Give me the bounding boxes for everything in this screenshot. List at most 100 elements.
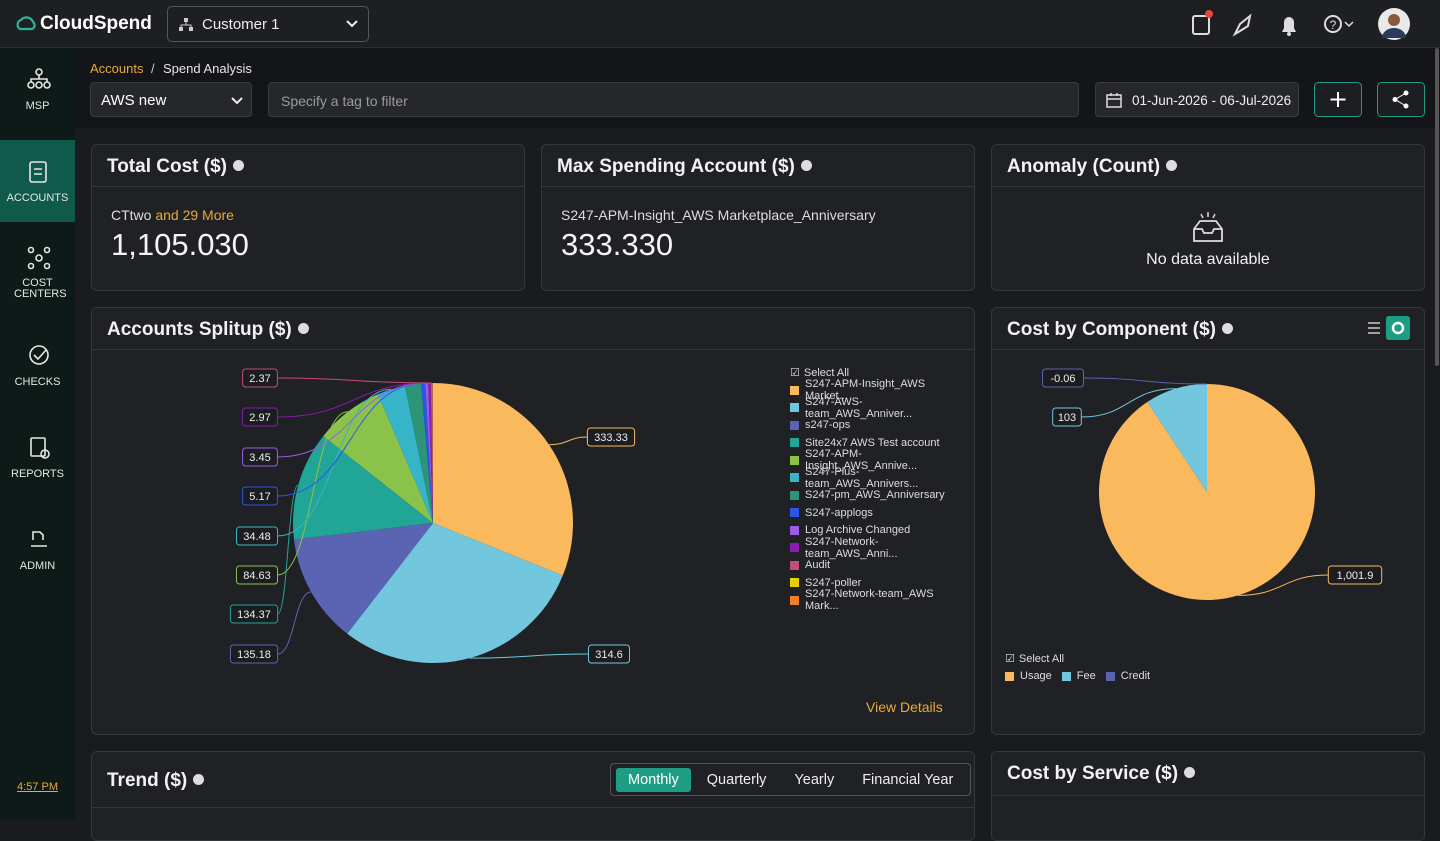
legend-swatch	[790, 438, 799, 447]
breadcrumb-current: Spend Analysis	[163, 61, 252, 76]
svg-text:?: ?	[1330, 18, 1337, 32]
legend-swatch	[790, 578, 799, 587]
total-cost-card: Total Cost ($) CTtwo and 29 More 1,105.0…	[91, 144, 525, 291]
customer-select[interactable]: Customer 1	[167, 6, 369, 42]
legend-text: s247-ops	[805, 419, 850, 431]
accounts-splitup-card: Accounts Splitup ($) ☑Select All S247-AP…	[91, 307, 975, 735]
legend-swatch	[790, 386, 799, 395]
card-title: Cost by Service ($)	[1007, 763, 1178, 784]
legend-swatch	[1062, 672, 1071, 681]
select-all[interactable]: ☑Select All	[1005, 650, 1150, 668]
max-account: S247-APM-Insight_AWS Marketplace_Anniver…	[561, 207, 876, 223]
nav-admin[interactable]: ADMIN	[0, 560, 75, 572]
card-title: Accounts Splitup ($)	[107, 319, 292, 340]
customer-name: Customer 1	[202, 16, 280, 33]
legend-item[interactable]: S247-Network-team_AWS Mark...	[790, 592, 960, 610]
chevron	[231, 96, 243, 106]
cost-by-component-card: Cost by Component ($) ☑Select All Usage F…	[991, 307, 1425, 735]
nav-checks[interactable]: CHECKS	[0, 376, 75, 388]
cost-by-service-card: Cost by Service ($)	[991, 751, 1425, 841]
brand: CloudSpend	[40, 13, 152, 35]
legend-text: Audit	[805, 559, 830, 571]
date-range[interactable]: 01-Jun-2026 - 06-Jul-2026	[1095, 82, 1299, 117]
legend-swatch	[790, 403, 799, 412]
select-all-text: Select All	[804, 367, 849, 379]
legend-item[interactable]: Fee	[1062, 670, 1096, 682]
legend-swatch	[790, 543, 799, 552]
legend-swatch	[790, 491, 799, 500]
legend-text: S247-poller	[805, 577, 861, 589]
legend-swatch	[790, 526, 799, 535]
legend-text: Usage	[1020, 670, 1052, 682]
period-tab[interactable]: Quarterly	[695, 768, 779, 792]
legend-text: S247-AWS-team_AWS_Anniver...	[805, 396, 960, 420]
legend-swatch	[1005, 672, 1014, 681]
legend-swatch	[790, 473, 799, 482]
card-header: Total Cost ($)	[92, 145, 524, 187]
legend: ☑Select All S247-APM-Insight_AWS Market.…	[790, 364, 960, 609]
legend-swatch	[1106, 672, 1115, 681]
card-header: Cost by Service ($)	[992, 752, 1424, 796]
legend-text: S247-Network-team_AWS_Anni...	[805, 536, 960, 560]
nav-msp[interactable]: MSP	[0, 100, 75, 112]
legend-item[interactable]: S247-AWS-team_AWS_Anniver...	[790, 399, 960, 417]
legend: ☑Select All Usage Fee Credit	[1005, 650, 1150, 685]
legend-text: S247-Plus-team_AWS_Annivers...	[805, 466, 960, 490]
top-account: CTtwo	[111, 207, 151, 223]
card-title: Anomaly (Count)	[1007, 156, 1160, 177]
legend-swatch	[790, 596, 799, 605]
period-tab[interactable]: Monthly	[616, 768, 691, 792]
card-header: Anomaly (Count)	[992, 145, 1424, 187]
card-title: Trend ($)	[107, 770, 187, 791]
legend-text: Log Archive Changed	[805, 524, 910, 536]
card-header: Cost by Component ($)	[992, 308, 1424, 350]
tag-filter[interactable]: Specify a tag to filter	[268, 82, 1079, 117]
legend-swatch	[790, 561, 799, 570]
card-title: Total Cost ($)	[107, 156, 227, 177]
view-toggle[interactable]	[1366, 316, 1412, 340]
more-link[interactable]: and 29 More	[155, 207, 234, 223]
max-value: 333.330	[561, 227, 673, 263]
select-all-text: Select All	[1019, 653, 1064, 665]
calendar-icon	[1106, 92, 1122, 108]
account-name: AWS new	[101, 92, 166, 109]
legend-text: S247-applogs	[805, 507, 873, 519]
tag-placeholder: Specify a tag to filter	[281, 93, 408, 109]
chevron	[346, 19, 358, 29]
period-tab[interactable]: Financial Year	[850, 768, 965, 792]
legend-swatch	[790, 421, 799, 430]
legend-swatch	[790, 456, 799, 465]
breadcrumb-link[interactable]: Accounts	[90, 61, 143, 76]
legend-text: Site24x7 AWS Test account	[805, 437, 940, 449]
date-text: 01-Jun-2026 - 06-Jul-2026	[1132, 93, 1291, 108]
scrollbar	[1435, 48, 1439, 366]
legend-text: S247-Network-team_AWS Mark...	[805, 588, 960, 612]
nav-reports[interactable]: REPORTS	[0, 468, 75, 480]
logo-icon	[15, 14, 37, 34]
breadcrumb-sep: /	[151, 61, 155, 76]
legend-item[interactable]: S247-Network-team_AWS_Anni...	[790, 539, 960, 557]
account-line: CTtwo and 29 More	[111, 207, 234, 223]
nav-cost-centers[interactable]: COST CENTERS	[0, 278, 75, 300]
page: CloudSpend Customer 1 ? MSP ACCOUNTS COS…	[0, 0, 1440, 820]
legend-item[interactable]: S247-Plus-team_AWS_Annivers...	[790, 469, 960, 487]
legend-item[interactable]: S247-pm_AWS_Anniversary	[790, 487, 960, 505]
account-select[interactable]: AWS new	[90, 82, 252, 117]
legend-item[interactable]: Usage	[1005, 670, 1052, 682]
time: 4:57 PM	[0, 781, 75, 793]
header-icons[interactable]: ?	[1190, 8, 1420, 42]
total-value: 1,105.030	[111, 227, 249, 263]
action-buttons[interactable]	[1314, 82, 1426, 117]
view-details[interactable]: View Details	[866, 699, 943, 715]
nav-accounts[interactable]: ACCOUNTS	[0, 192, 75, 204]
legend-text: S247-pm_AWS_Anniversary	[805, 489, 945, 501]
legend-item[interactable]: S247-applogs	[790, 504, 960, 522]
legend-swatch	[790, 508, 799, 517]
card-title: Max Spending Account ($)	[557, 156, 795, 177]
card-header: Max Spending Account ($)	[542, 145, 974, 187]
legend-item[interactable]: Credit	[1106, 670, 1150, 682]
empty-text: No data available	[992, 251, 1424, 269]
period-tab[interactable]: Yearly	[782, 768, 846, 792]
org-icon	[178, 17, 194, 33]
